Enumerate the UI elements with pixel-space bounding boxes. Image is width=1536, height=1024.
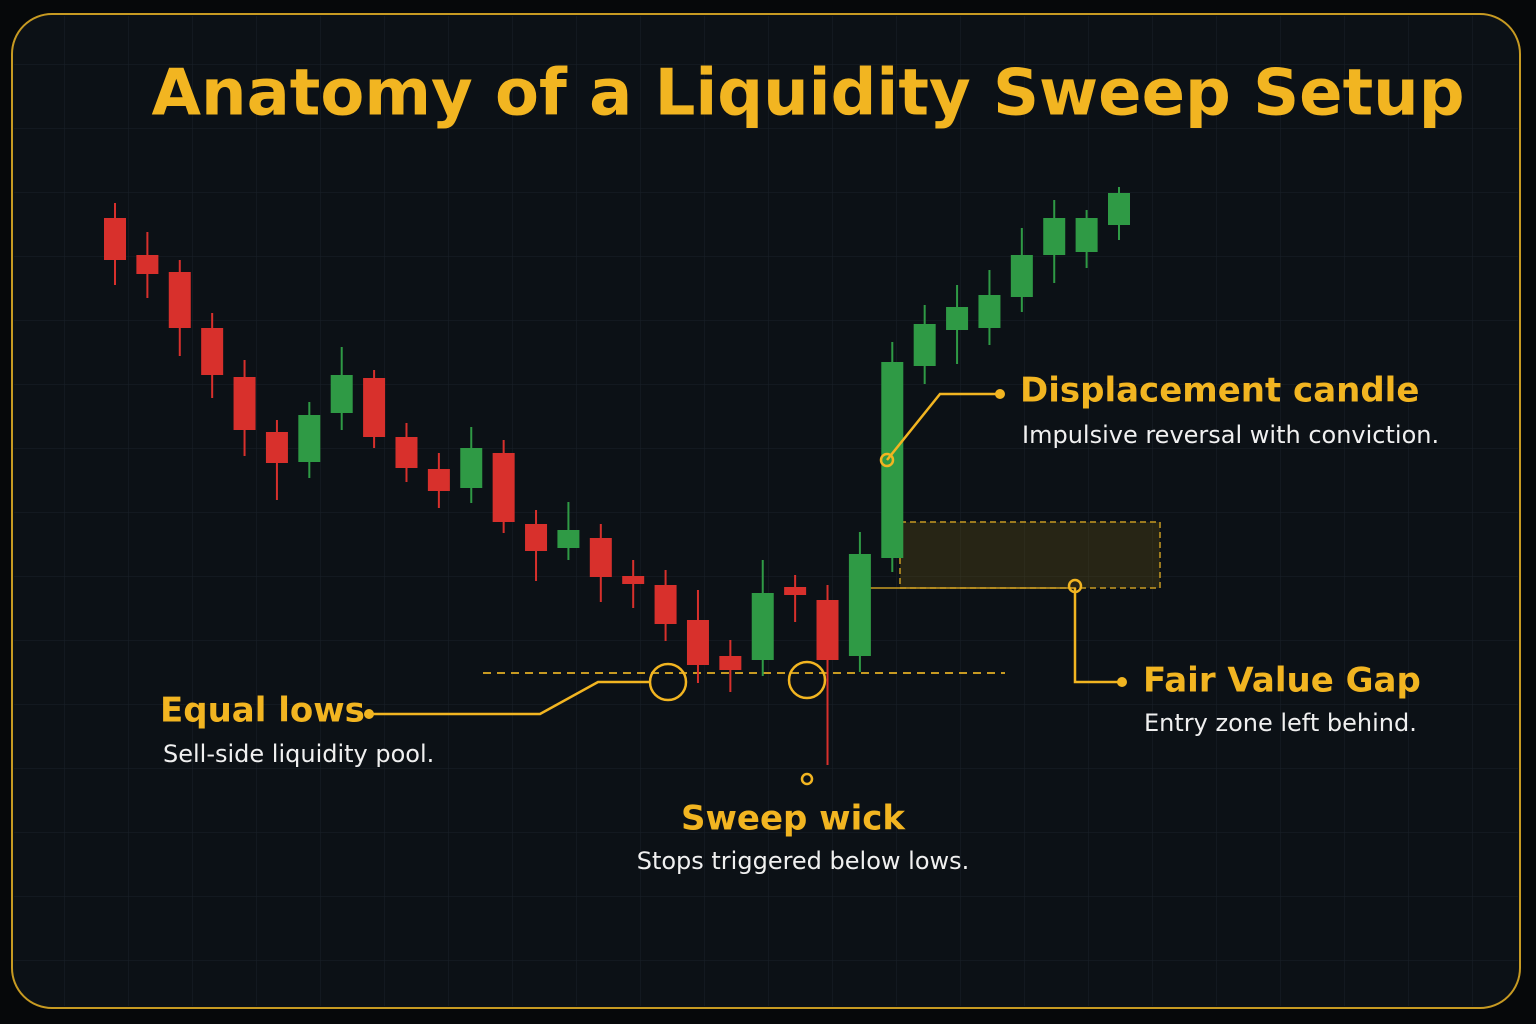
candle-body	[460, 448, 483, 488]
candle-body	[427, 469, 450, 491]
annotation-text: Sell-side liquidity pool.	[163, 740, 434, 768]
candle-body	[525, 524, 548, 551]
marker-dot	[1067, 578, 1083, 594]
candle-body	[913, 324, 936, 366]
chart-title: Anatomy of a Liquidity Sweep Setup	[151, 57, 1464, 131]
candle-body	[265, 432, 288, 463]
candle-body	[395, 437, 418, 468]
candle-body	[363, 378, 386, 437]
candle-body	[104, 218, 126, 260]
annotation-label: Sweep wick	[681, 799, 906, 839]
candle-body	[784, 587, 807, 595]
candle-body	[654, 585, 677, 624]
candle-body	[686, 620, 709, 665]
marker-dot	[995, 389, 1005, 399]
annotation-label: Displacement candle	[1020, 371, 1419, 411]
candle-body	[589, 538, 612, 577]
candle-body	[622, 576, 645, 584]
candle-body	[330, 375, 353, 413]
candle-body	[1108, 193, 1130, 225]
connector	[886, 392, 1000, 461]
annotation-text: Stops triggered below lows.	[637, 847, 970, 875]
annotation-label: Fair Value Gap	[1143, 661, 1421, 701]
candle-body	[1075, 218, 1098, 252]
candle-body	[557, 530, 580, 548]
candle-body	[816, 600, 839, 660]
candle-body	[751, 593, 774, 660]
candle-body	[719, 656, 742, 670]
annotation-label: Equal lows	[160, 691, 365, 731]
candle-body	[946, 307, 969, 330]
grid	[14, 16, 1518, 1006]
marker-dot	[1117, 677, 1127, 687]
annotation-text: Entry zone left behind.	[1144, 709, 1417, 737]
candle-body	[168, 272, 191, 328]
connector	[1073, 588, 1120, 684]
marker-dot	[800, 772, 814, 786]
candle-body	[848, 554, 871, 656]
candle-body	[201, 328, 224, 375]
candle-body	[1010, 255, 1033, 297]
candle-body	[492, 453, 515, 522]
annotation-text: Impulsive reversal with conviction.	[1022, 421, 1439, 449]
marker-dot	[364, 709, 374, 719]
candle-body	[298, 415, 321, 462]
candle-body	[233, 377, 256, 430]
connector	[370, 680, 650, 716]
fvg-zone	[899, 521, 1161, 589]
candle-body	[136, 255, 159, 274]
candle-body	[1043, 218, 1066, 255]
candle-body	[978, 295, 1001, 328]
marker-dot	[879, 452, 895, 468]
marker-circle	[787, 660, 827, 700]
